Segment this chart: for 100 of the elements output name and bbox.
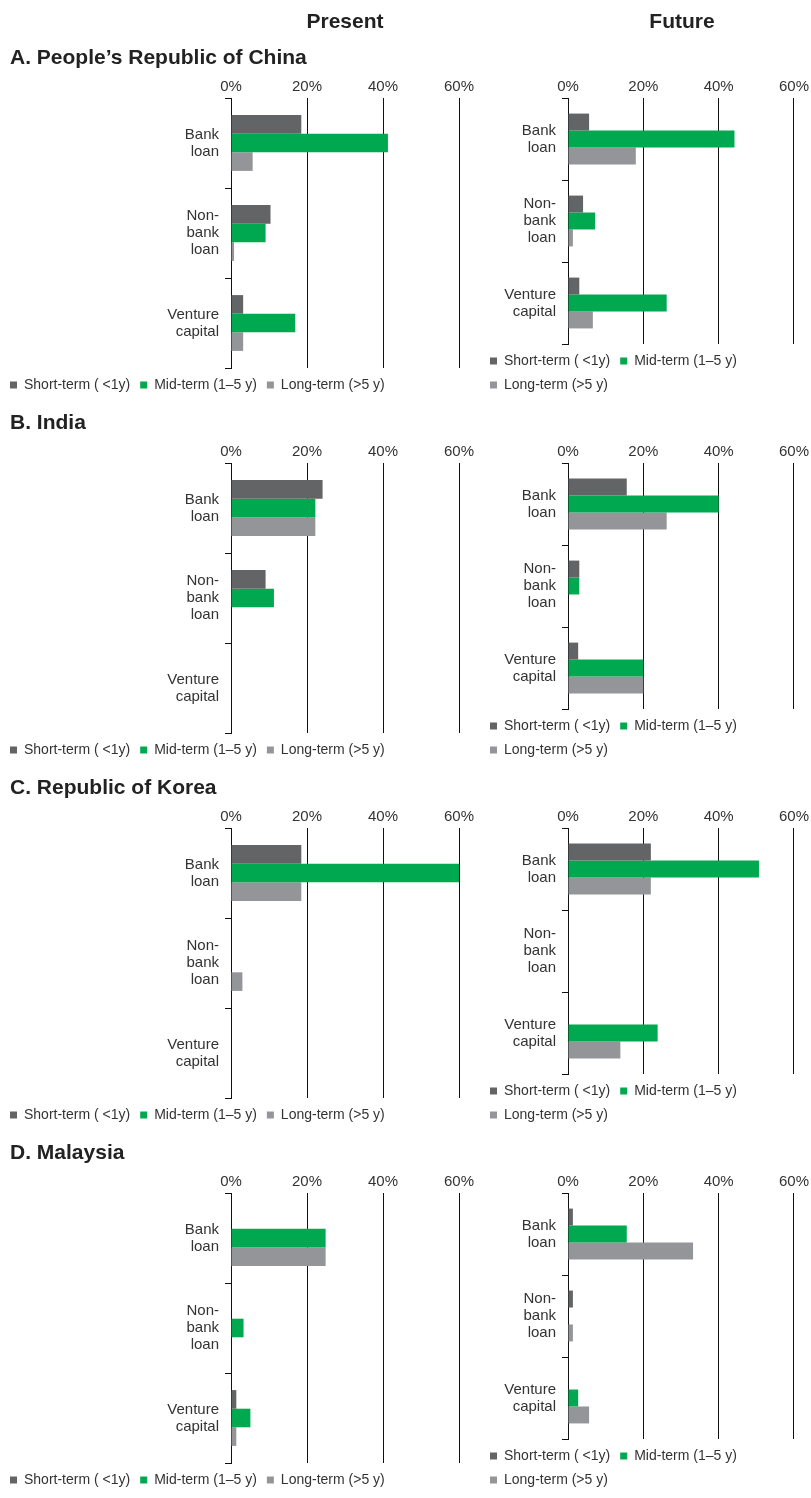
- legend-label: Mid-term (1–5 y): [154, 1105, 257, 1122]
- y-tick-label: Non-bank loan: [523, 1288, 557, 1341]
- legend-label: Mid-term (1–5 y): [634, 1081, 737, 1098]
- bar: [231, 1228, 326, 1248]
- bar: [231, 1318, 244, 1338]
- y-tick-label: Bank loan: [184, 1219, 220, 1254]
- y-tick-label: Bank loan: [521, 1215, 557, 1250]
- x-tick-label: 60%: [443, 807, 475, 825]
- legend-label: Mid-term (1–5 y): [154, 1470, 257, 1487]
- bar: [568, 1024, 658, 1042]
- legend-label: Short-term ( <1y): [24, 740, 131, 757]
- x-tick-label: 60%: [778, 77, 809, 95]
- bar: [231, 570, 266, 589]
- bar: [568, 676, 644, 694]
- x-tick-label: 40%: [367, 807, 399, 825]
- bar: [568, 1041, 621, 1059]
- bar: [568, 659, 644, 677]
- chart-title: D. Malaysia: [9, 1139, 126, 1165]
- y-tick-label: Bank loan: [184, 854, 220, 889]
- y-tick-label: Non-bank loan: [523, 193, 557, 246]
- chart-title: C. Republic of Korea: [9, 774, 218, 800]
- legend-label: Long-term (>5 y): [280, 1105, 385, 1122]
- bar: [568, 277, 580, 295]
- bar: [231, 863, 459, 883]
- bar: [231, 498, 316, 518]
- x-tick-label: 20%: [628, 77, 659, 95]
- bar: [568, 1290, 573, 1308]
- bar: [568, 1406, 590, 1424]
- legend-label: Long-term (>5 y): [280, 740, 385, 757]
- y-tick-label: Bank loan: [521, 485, 557, 520]
- bar: [568, 478, 627, 496]
- y-tick-label: Bank loan: [521, 120, 557, 155]
- x-tick-label: 0%: [557, 807, 579, 825]
- x-tick-label: 60%: [778, 1172, 809, 1190]
- bar: [568, 860, 759, 878]
- x-tick-label: 0%: [220, 1172, 242, 1190]
- bar: [231, 115, 302, 134]
- x-tick-label: 20%: [628, 442, 659, 460]
- y-tick-label: Venture capital: [167, 304, 219, 339]
- chart-subtitle: Present: [306, 8, 384, 34]
- bar: [568, 147, 636, 165]
- bar: [231, 295, 244, 314]
- legend-label: Long-term (>5 y): [504, 375, 608, 392]
- chart-title: A. People’s Republic of China: [9, 44, 308, 70]
- x-tick-label: 40%: [703, 807, 734, 825]
- x-tick-label: 20%: [291, 442, 323, 460]
- bar: [231, 480, 323, 499]
- bar: [568, 877, 651, 895]
- legend-label: Short-term ( <1y): [504, 1446, 611, 1463]
- x-tick-label: 0%: [557, 1172, 579, 1190]
- bar: [231, 588, 274, 608]
- bar: [568, 642, 579, 660]
- bar: [568, 1324, 573, 1342]
- bar: [231, 1408, 251, 1428]
- x-tick-label: 40%: [703, 77, 734, 95]
- bar: [231, 223, 266, 243]
- bar: [568, 311, 593, 329]
- x-tick-label: 0%: [220, 807, 242, 825]
- x-tick-label: 0%: [220, 77, 242, 95]
- legend-label: Short-term ( <1y): [24, 1105, 131, 1122]
- bar: [568, 1225, 627, 1243]
- x-tick-label: 60%: [443, 77, 475, 95]
- x-tick-label: 40%: [367, 1172, 399, 1190]
- y-tick-label: Venture capital: [504, 1379, 556, 1414]
- legend-label: Mid-term (1–5 y): [154, 375, 257, 392]
- y-tick-label: Venture capital: [167, 1399, 219, 1434]
- bar: [231, 972, 243, 991]
- bar: [568, 495, 719, 513]
- legend-label: Short-term ( <1y): [504, 351, 611, 368]
- bar: [568, 113, 590, 131]
- bar: [568, 130, 735, 148]
- x-tick-label: 0%: [557, 77, 579, 95]
- chart-subtitle: Future: [649, 8, 715, 34]
- bar: [568, 212, 596, 230]
- bar: [231, 205, 271, 224]
- legend-label: Short-term ( <1y): [504, 1081, 611, 1098]
- x-tick-label: 40%: [367, 77, 399, 95]
- y-tick-label: Venture capital: [167, 669, 219, 704]
- x-tick-label: 20%: [291, 1172, 323, 1190]
- y-tick-label: Non-bank loan: [523, 558, 557, 611]
- x-tick-label: 20%: [628, 807, 659, 825]
- legend-label: Long-term (>5 y): [504, 1105, 608, 1122]
- legend-label: Long-term (>5 y): [280, 375, 385, 392]
- bar: [231, 517, 316, 536]
- legend-label: Long-term (>5 y): [504, 1470, 608, 1487]
- legend-label: Long-term (>5 y): [504, 740, 608, 757]
- x-tick-label: 20%: [291, 77, 323, 95]
- bar: [568, 843, 651, 861]
- legend-label: Mid-term (1–5 y): [634, 716, 737, 733]
- legend-label: Mid-term (1–5 y): [634, 351, 737, 368]
- x-tick-label: 40%: [703, 1172, 734, 1190]
- x-tick-label: 40%: [703, 442, 734, 460]
- x-tick-label: 0%: [557, 442, 579, 460]
- legend-label: Short-term ( <1y): [504, 716, 611, 733]
- y-tick-label: Non-bank loan: [186, 570, 220, 623]
- y-tick-label: Venture capital: [504, 649, 556, 684]
- bar: [231, 882, 302, 901]
- x-tick-label: 20%: [628, 1172, 659, 1190]
- bar: [231, 152, 253, 171]
- x-tick-label: 40%: [367, 442, 399, 460]
